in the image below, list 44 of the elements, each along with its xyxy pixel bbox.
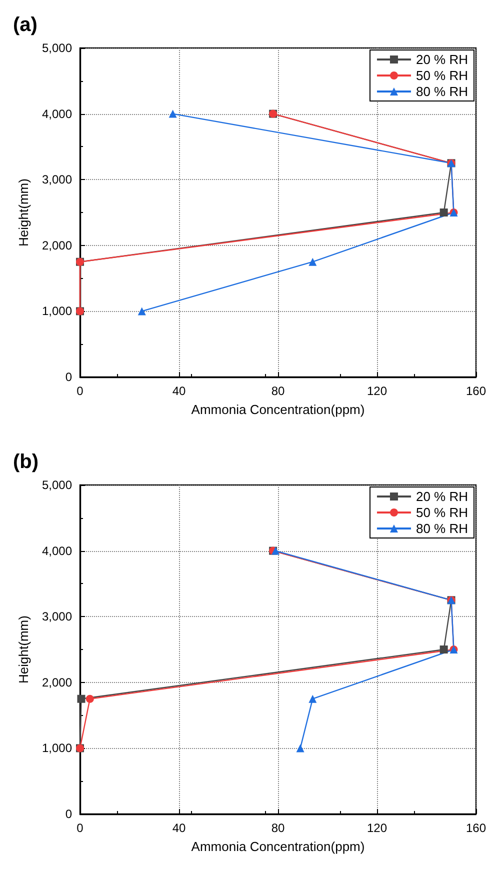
y-tick-label: 3,000 [42, 172, 72, 187]
y-tick-label: 4,000 [42, 106, 72, 121]
y-tick-label: 3,000 [42, 610, 72, 624]
y-tick-label: 1,000 [42, 304, 72, 318]
y-axis-title: Height(mm) [16, 616, 31, 684]
legend-label: 50 % RH [416, 68, 468, 83]
chart-title: (b) [13, 451, 39, 473]
legend-label: 50 % RH [416, 505, 468, 520]
x-tick-label: 0 [76, 384, 84, 398]
x-tick-label: 80 [271, 384, 285, 398]
point [296, 744, 304, 752]
y-tick-label: 5,000 [42, 41, 72, 55]
point [86, 694, 94, 703]
y-tick-label: 0 [65, 370, 72, 384]
x-tick-label: 160 [466, 821, 486, 835]
point [440, 208, 448, 216]
point [308, 258, 317, 266]
x-tick-label: 40 [172, 384, 186, 398]
y-tick-label: 5,000 [42, 478, 72, 492]
x-tick-label: 120 [366, 384, 388, 398]
x-axis-title: Ammonia Concentration(ppm) [191, 839, 365, 854]
legend-label: 20 % RH [416, 52, 468, 67]
y-tick-label: 4,000 [42, 544, 72, 558]
y-tick-label: 2,000 [42, 238, 72, 252]
x-axis-title: Ammonia Concentration(ppm) [191, 402, 365, 417]
chart-title: (a) [13, 14, 38, 36]
x-tick-label: 0 [76, 821, 84, 835]
point [77, 694, 86, 703]
y-tick-label: 1,000 [42, 741, 72, 756]
legend-label: 80 % RH [416, 521, 468, 536]
x-tick-label: 160 [466, 384, 486, 398]
legend-label: 20 % RH [416, 489, 468, 504]
point [272, 546, 280, 555]
y-tick-label: 2,000 [42, 675, 72, 690]
y-axis-title: Height(mm) [16, 178, 31, 246]
x-tick-label: 40 [172, 821, 186, 835]
x-tick-label: 80 [271, 821, 285, 835]
point [138, 307, 146, 316]
point [440, 646, 448, 654]
y-tick-label: 0 [65, 807, 72, 821]
point [168, 110, 177, 118]
legend-label: 80 % RH [416, 84, 468, 99]
x-tick-label: 120 [366, 821, 388, 835]
point [308, 694, 317, 703]
